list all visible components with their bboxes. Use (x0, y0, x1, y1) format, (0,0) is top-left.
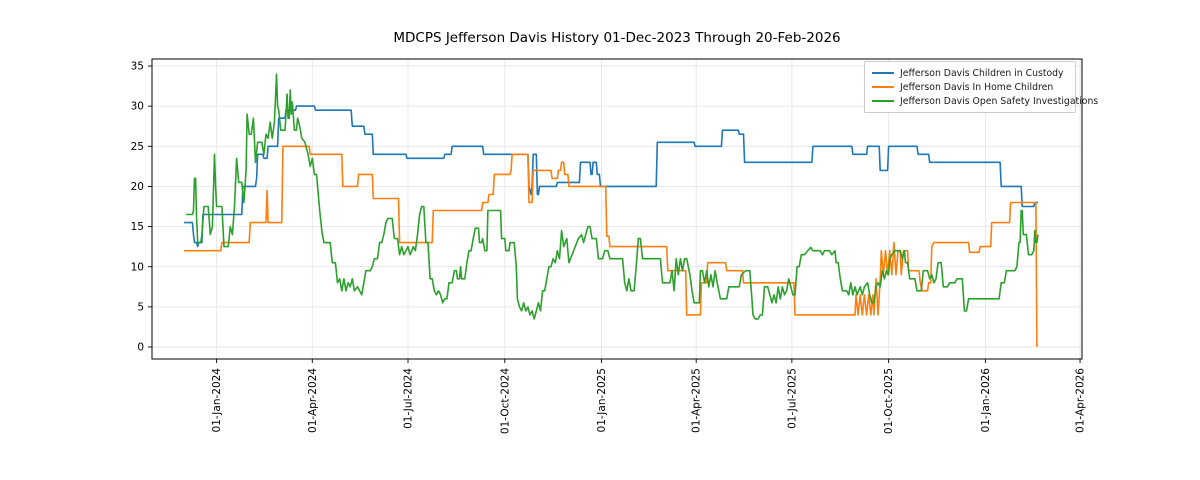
legend-item-in-home-children: Jefferson Davis In Home Children (872, 80, 1069, 94)
legend-line-swatch-orange (872, 86, 894, 88)
axes-frame (151, 58, 1083, 360)
y-axis-ticks (148, 65, 152, 348)
svg-text:5: 5 (137, 301, 144, 313)
svg-text:01-Oct-2024: 01-Oct-2024 (499, 368, 511, 434)
svg-text:35: 35 (131, 61, 144, 73)
series-line-2 (186, 73, 1039, 320)
x-axis-ticks (216, 359, 1081, 363)
svg-text:30: 30 (131, 101, 144, 113)
svg-text:20: 20 (131, 181, 144, 193)
chart-title: MDCPS Jefferson Davis History 01-Dec-202… (393, 30, 841, 46)
svg-text:01-Apr-2024: 01-Apr-2024 (307, 368, 319, 433)
legend-item-open-safety-investigations: Jefferson Davis Open Safety Investigatio… (872, 94, 1098, 108)
legend-line-swatch-green (872, 100, 894, 102)
svg-text:01-Jan-2025: 01-Jan-2025 (596, 368, 608, 432)
legend-label: Jefferson Davis Children in Custody (900, 67, 1064, 79)
svg-text:10: 10 (131, 261, 144, 273)
svg-text:01-Jan-2026: 01-Jan-2026 (980, 368, 992, 433)
svg-text:01-Jul-2025: 01-Jul-2025 (786, 368, 798, 429)
svg-text:25: 25 (131, 141, 144, 153)
legend-label: Jefferson Davis In Home Children (900, 81, 1054, 93)
svg-text:01-Jan-2024: 01-Jan-2024 (211, 368, 223, 433)
svg-text:01-Oct-2025: 01-Oct-2025 (883, 368, 895, 434)
svg-text:15: 15 (131, 221, 144, 233)
svg-text:01-Apr-2025: 01-Apr-2025 (691, 368, 703, 433)
legend-line-swatch-blue (872, 72, 894, 74)
svg-text:0: 0 (137, 342, 144, 354)
svg-text:01-Apr-2026: 01-Apr-2026 (1075, 368, 1087, 433)
y-axis-labels: 0 5 10 15 20 25 30 35 (131, 61, 144, 354)
legend: Jefferson Davis Children in Custody Jeff… (864, 61, 1098, 113)
series-line-0 (184, 105, 1038, 248)
legend-item-children-in-custody: Jefferson Davis Children in Custody (872, 66, 1069, 80)
x-axis-labels: 01-Jan-2024 01-Apr-2024 01-Jul-2024 01-Oct-… (211, 368, 1086, 434)
legend-label: Jefferson Davis Open Safety Investigatio… (900, 95, 1099, 107)
svg-text:01-Jul-2024: 01-Jul-2024 (403, 368, 415, 429)
